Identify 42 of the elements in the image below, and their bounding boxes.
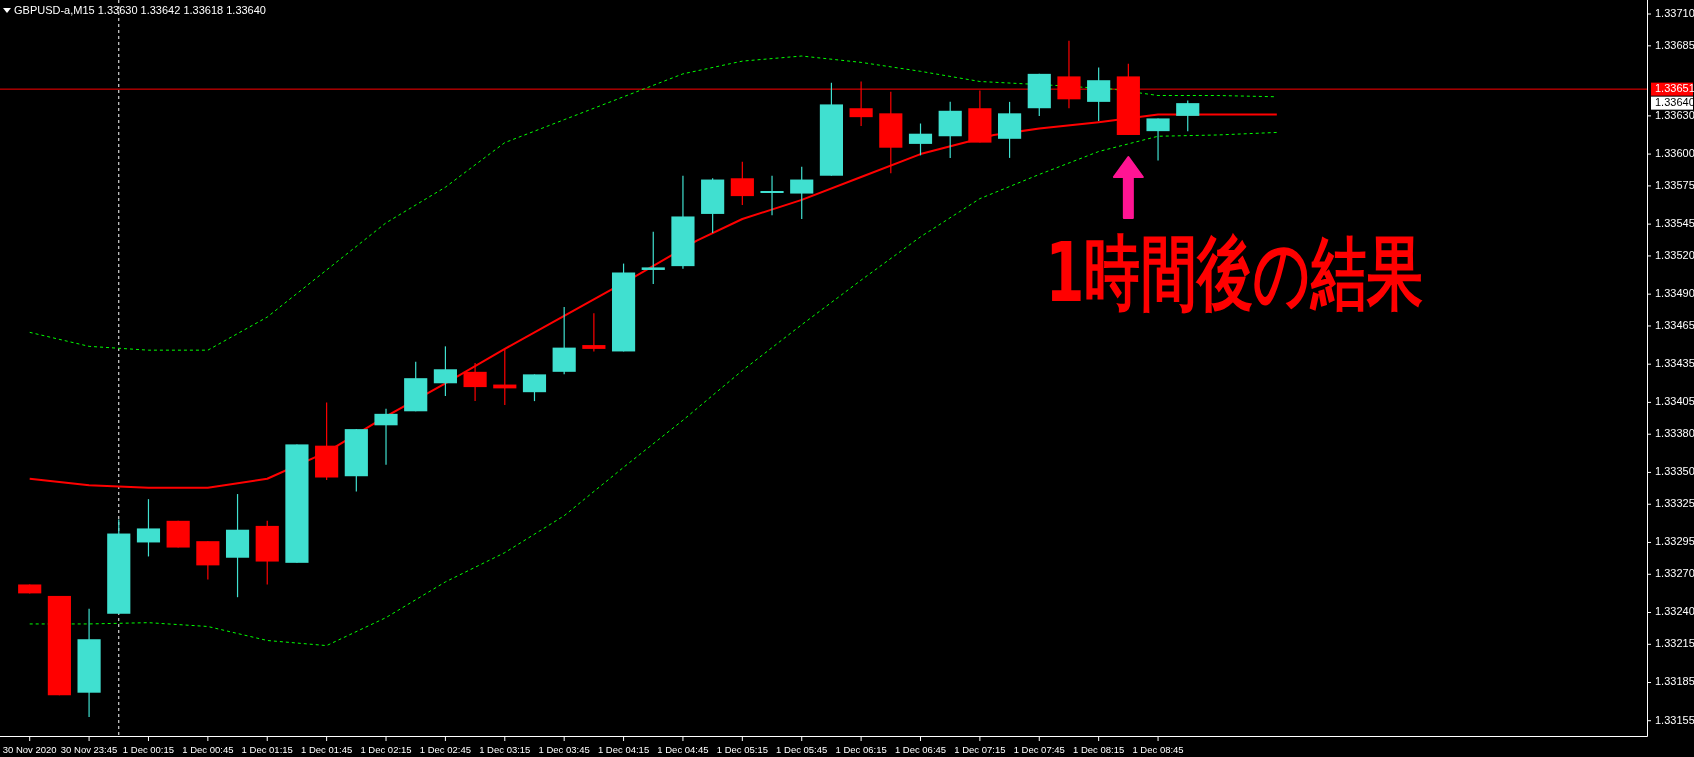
y-tick-label: 1.33630 — [1655, 108, 1694, 121]
x-tick-label: 30 Nov 23:45 — [60, 743, 118, 755]
x-tick-label: 1 Dec 04:45 — [657, 743, 709, 755]
y-tick-label: 1.33490 — [1655, 287, 1694, 300]
y-tick-label: 1.33435 — [1655, 357, 1694, 370]
x-tick-label: 1 Dec 05:15 — [716, 743, 768, 755]
x-tick-label: 1 Dec 06:15 — [835, 743, 887, 755]
y-tick-label: 1.33575 — [1655, 178, 1694, 191]
x-tick-label: 1 Dec 05:45 — [776, 743, 828, 755]
x-tick-label: 1 Dec 01:45 — [301, 743, 353, 755]
y-tick-label: 1.33685 — [1655, 38, 1694, 51]
y-tick-label: 1.33350 — [1655, 465, 1694, 478]
x-tick-label: 1 Dec 00:45 — [182, 743, 234, 755]
x-tick-label: 30 Nov 2020 — [2, 743, 57, 755]
y-tick-label: 1.33155 — [1655, 713, 1694, 726]
x-tick-label: 1 Dec 02:45 — [419, 743, 472, 755]
x-tick-label: 1 Dec 02:15 — [360, 743, 412, 755]
x-tick-label: 1 Dec 04:15 — [597, 743, 650, 755]
x-tick-label: 1 Dec 03:45 — [538, 743, 590, 755]
x-tick-label: 1 Dec 01:15 — [241, 743, 293, 755]
y-tick-label: 1.33380 — [1655, 427, 1694, 440]
x-tick-label: 1 Dec 07:15 — [954, 743, 1006, 755]
y-tick-label: 1.33710 — [1655, 6, 1694, 19]
y-tick-label: 1.33295 — [1655, 535, 1694, 548]
annotation: 1時間後の結果 — [1045, 225, 1424, 320]
x-tick-label: 1 Dec 08:15 — [1073, 743, 1125, 755]
y-tick-label: 1.33465 — [1655, 318, 1694, 331]
x-tick-label: 1 Dec 08:45 — [1132, 743, 1184, 755]
x-tick-label: 1 Dec 03:15 — [479, 743, 531, 755]
x-tick-label: 1 Dec 06:45 — [894, 743, 947, 755]
y-tick-label: 1.33545 — [1655, 217, 1694, 230]
chart-title: GBPUSD-a,M15 1.33630 1.33642 1.33618 1.33640 — [14, 3, 266, 16]
y-tick-label: 1.33240 — [1655, 605, 1694, 618]
x-tick-label: 1 Dec 07:45 — [1013, 743, 1065, 755]
y-tick-label: 1.33185 — [1655, 675, 1694, 688]
y-tick-label: 1.33215 — [1655, 637, 1694, 650]
y-tick-label: 1.33405 — [1655, 395, 1694, 408]
y-tick-label: 1.33520 — [1655, 248, 1694, 261]
y-tick-label: 1.33600 — [1655, 146, 1694, 159]
y-tick-label: 1.33270 — [1655, 567, 1694, 580]
y-tick-label: 1.33325 — [1655, 497, 1694, 510]
x-tick-label: 1 Dec 00:15 — [122, 743, 175, 755]
